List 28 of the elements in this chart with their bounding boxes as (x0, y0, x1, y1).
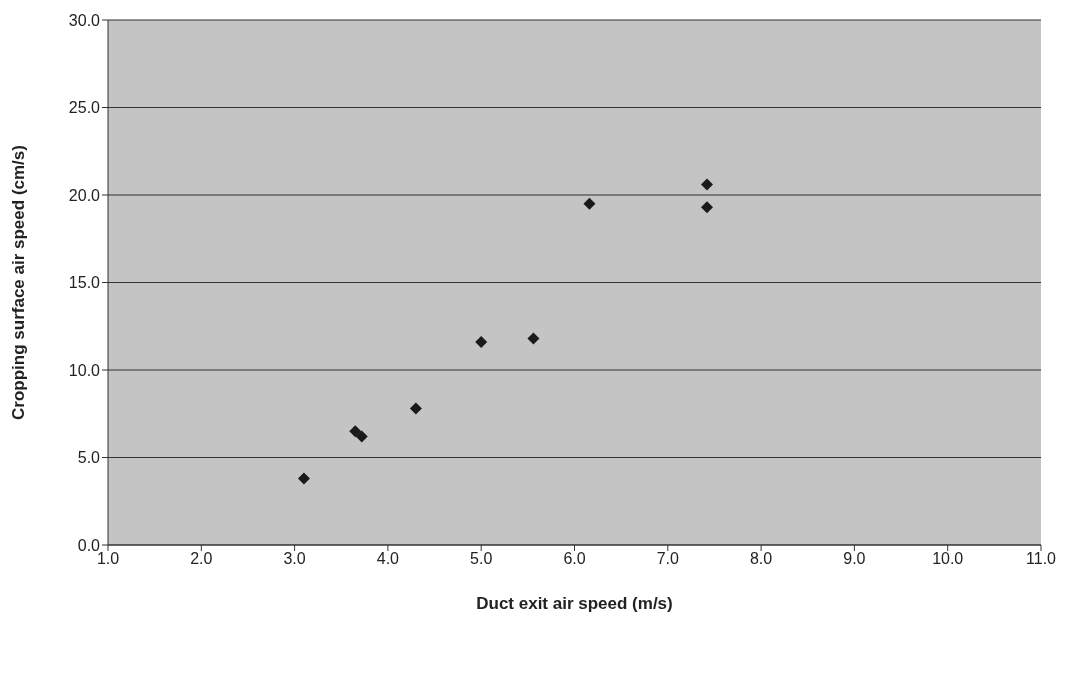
point (700, 178, 713, 191)
y-tick-label: 10.0 (68, 361, 101, 379)
point (527, 332, 540, 345)
x-tick-label: 11.0 (1026, 550, 1057, 568)
point (297, 472, 310, 485)
point (700, 201, 713, 214)
x-tick-label: 7.0 (656, 550, 680, 568)
x-tick-label: 8.0 (749, 550, 773, 568)
point (409, 402, 422, 415)
point (349, 425, 362, 438)
y-tick-label: 5.0 (77, 449, 101, 467)
x-tick-label: 3.0 (283, 550, 306, 568)
point (583, 197, 596, 210)
y-axis-title: Cropping surface air speed (cm/s) (9, 145, 29, 420)
y-tick-label: 15.0 (68, 274, 101, 292)
x-tick-label: 10.0 (932, 550, 964, 568)
y-tick-label: 30.0 (68, 11, 101, 29)
x-tick-label: 9.0 (843, 550, 866, 568)
x-tick-label: 5.0 (470, 550, 493, 568)
x-tick-label: 2.0 (190, 550, 213, 568)
x-axis-title: Duct exit air speed (m/s) (476, 594, 673, 613)
x-tick-label: 4.0 (376, 550, 400, 568)
y-tick-label: 25.0 (68, 99, 101, 117)
x-tick-label: 1.0 (96, 550, 120, 568)
y-tick-label: 20.0 (68, 186, 101, 204)
point (475, 336, 488, 348)
point (355, 430, 368, 443)
x-tick-label: 6.0 (563, 550, 586, 568)
